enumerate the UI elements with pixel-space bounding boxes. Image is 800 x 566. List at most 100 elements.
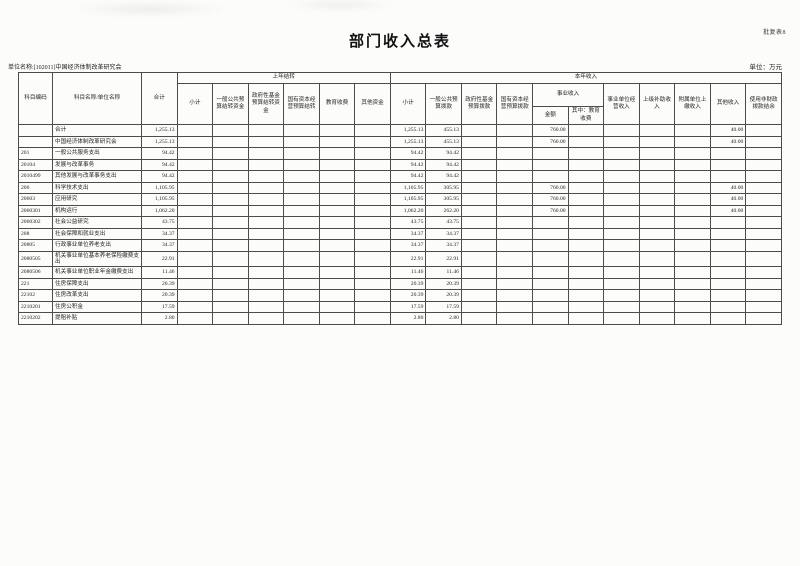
header-py-govfund: 政府性基金预算结转资金 bbox=[247, 82, 285, 126]
cy-superior-cell bbox=[638, 181, 676, 195]
cy-other-cell bbox=[709, 250, 747, 268]
cy-general-cell: 455.13 bbox=[425, 124, 462, 137]
cy-govfund-cell bbox=[460, 147, 498, 160]
unit-name-label: 单位名称:[102011]中国经济体制改革研究会 bbox=[8, 65, 122, 71]
cy-biz-amount-cell bbox=[532, 300, 569, 314]
cy-general-cell: 11.46 bbox=[425, 266, 462, 279]
cy-other-cell bbox=[709, 266, 747, 279]
cy-biz-edufee-cell bbox=[567, 312, 605, 325]
py-subtotal-cell bbox=[176, 216, 214, 229]
py-govfund-cell bbox=[247, 289, 285, 302]
py-other-cell bbox=[354, 277, 391, 291]
cy-other-cell: 40.00 bbox=[709, 124, 747, 137]
code-cell bbox=[18, 135, 53, 149]
py-other-cell bbox=[354, 312, 391, 325]
cy-general-cell: 455.13 bbox=[425, 135, 462, 149]
py-govfund-cell bbox=[247, 250, 285, 268]
cy-subtotal-cell: 2.80 bbox=[389, 312, 427, 325]
header-biz-edufee: 其中：教育收费 bbox=[567, 105, 605, 126]
py-general-cell bbox=[212, 312, 249, 325]
py-general-cell bbox=[212, 277, 249, 291]
cy-subtotal-cell: 94.42 bbox=[389, 158, 427, 172]
scan-artifact bbox=[280, 0, 400, 10]
table-row: 2080505 机关事业单位基本养老保险缴费支出 22.91 22.91 22.91 bbox=[18, 250, 782, 268]
code-cell: 221 bbox=[18, 277, 53, 291]
py-other-cell bbox=[354, 250, 391, 268]
py-govfund-cell bbox=[247, 266, 285, 279]
py-statecap-cell bbox=[283, 124, 320, 137]
income-table-body: 合计 1,255.13 1,255.13 455.13 760.00 40.00 中国经济体… bbox=[18, 124, 782, 325]
cy-other-cell: 40.00 bbox=[709, 204, 747, 218]
cy-other-cell bbox=[709, 158, 747, 172]
py-subtotal-cell bbox=[176, 158, 214, 172]
py-general-cell bbox=[212, 289, 249, 302]
py-govfund-cell bbox=[247, 135, 285, 149]
name-cell: 提租补贴 bbox=[52, 312, 142, 325]
cy-subtotal-cell: 22.91 bbox=[389, 250, 427, 268]
py-subtotal-cell bbox=[176, 204, 214, 218]
cy-nonfiscal-cell bbox=[745, 170, 782, 183]
py-subtotal-cell bbox=[176, 170, 214, 183]
cy-biz-edufee-cell bbox=[567, 300, 605, 314]
cy-govfund-cell bbox=[460, 277, 498, 291]
py-statecap-cell bbox=[283, 277, 320, 291]
cy-biz-amount-cell: 760.00 bbox=[532, 181, 569, 195]
py-statecap-cell bbox=[283, 266, 320, 279]
py-other-cell bbox=[354, 181, 391, 195]
cy-superior-cell bbox=[638, 277, 676, 291]
py-statecap-cell bbox=[283, 239, 320, 252]
cy-operating-cell bbox=[603, 239, 640, 252]
cy-biz-amount-cell bbox=[532, 250, 569, 268]
cy-subtotal-cell: 1,105.95 bbox=[389, 193, 427, 206]
py-govfund-cell bbox=[247, 216, 285, 229]
cy-affiliated-cell bbox=[674, 266, 711, 279]
cy-superior-cell bbox=[638, 289, 676, 302]
table-header: 科目编码 科目名称/单位名称 合计 上年结转 本年收入 小计 一般公共预算结转资… bbox=[18, 71, 783, 126]
cy-nonfiscal-cell bbox=[745, 239, 782, 252]
py-govfund-cell bbox=[247, 227, 285, 241]
py-other-cell bbox=[354, 239, 391, 252]
py-general-cell bbox=[212, 147, 249, 160]
cy-affiliated-cell bbox=[674, 300, 711, 314]
cy-govfund-cell bbox=[460, 312, 498, 325]
cy-affiliated-cell bbox=[674, 277, 711, 291]
cy-operating-cell bbox=[603, 250, 640, 268]
cy-govfund-cell bbox=[460, 250, 498, 268]
code-cell: 206 bbox=[18, 181, 53, 195]
cy-biz-amount-cell: 760.00 bbox=[532, 204, 569, 218]
py-general-cell bbox=[212, 250, 249, 268]
name-cell: 合计 bbox=[52, 124, 142, 137]
cy-biz-edufee-cell bbox=[567, 135, 605, 149]
cy-nonfiscal-cell bbox=[745, 227, 782, 241]
cy-general-cell: 2.80 bbox=[425, 312, 462, 325]
py-edufee-cell bbox=[318, 204, 356, 218]
py-subtotal-cell bbox=[176, 250, 214, 268]
cy-govfund-cell bbox=[460, 204, 498, 218]
py-statecap-cell bbox=[283, 204, 320, 218]
name-cell: 机关事业单位基本养老保险缴费支出 bbox=[52, 250, 142, 268]
table-row: 2080506 机关事业单位职业年金缴费支出 11.46 11.46 11.46 bbox=[18, 266, 782, 279]
py-govfund-cell bbox=[247, 181, 285, 195]
py-edufee-cell bbox=[318, 135, 356, 149]
py-govfund-cell bbox=[247, 170, 285, 183]
cy-other-cell bbox=[709, 289, 747, 302]
cy-general-cell: 34.37 bbox=[425, 239, 462, 252]
py-subtotal-cell bbox=[176, 181, 214, 195]
cy-operating-cell bbox=[603, 204, 640, 218]
cy-affiliated-cell bbox=[674, 239, 711, 252]
cy-affiliated-cell bbox=[674, 216, 711, 229]
cy-general-cell: 305.95 bbox=[425, 181, 462, 195]
py-govfund-cell bbox=[247, 204, 285, 218]
cy-biz-edufee-cell bbox=[567, 158, 605, 172]
cy-operating-cell bbox=[603, 193, 640, 206]
py-other-cell bbox=[354, 170, 391, 183]
cy-statecap-cell bbox=[496, 170, 534, 183]
py-edufee-cell bbox=[318, 239, 356, 252]
py-general-cell bbox=[212, 239, 249, 252]
cy-govfund-cell bbox=[460, 289, 498, 302]
cy-statecap-cell bbox=[496, 193, 534, 206]
header-name: 科目名称/单位名称 bbox=[52, 71, 142, 126]
total-cell: 1,105.95 bbox=[141, 193, 178, 206]
name-cell: 住房公积金 bbox=[52, 300, 142, 314]
cy-biz-edufee-cell bbox=[567, 147, 605, 160]
